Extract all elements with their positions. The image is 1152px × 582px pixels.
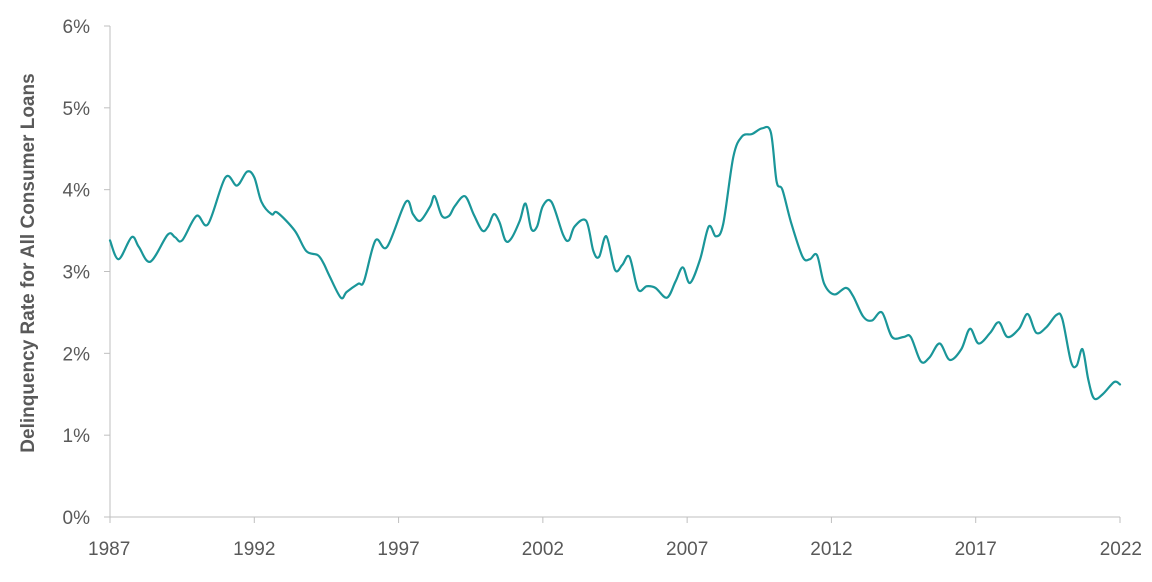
series-line — [108, 125, 1122, 401]
x-tick-labels: 1987 1992 1997 2002 2007 2012 2017 2022 — [88, 539, 1142, 560]
x-tick-label: 2007 — [666, 539, 708, 560]
x-tick-label: 2017 — [955, 539, 997, 560]
y-tick-label: 1% — [63, 426, 91, 447]
y-tick-label: 2% — [63, 344, 91, 365]
x-tick-label: 2022 — [1100, 539, 1142, 560]
y-tick-label: 0% — [63, 508, 91, 529]
x-tick-label: 2012 — [810, 539, 852, 560]
y-tick-label: 3% — [63, 263, 91, 284]
y-tick-label: 4% — [63, 181, 91, 202]
x-tick-label: 1997 — [377, 539, 419, 560]
x-tick-label: 1992 — [233, 539, 275, 560]
axes — [104, 25, 1121, 523]
y-tick-labels: 0% 1% 2% 3% 4% 5% 6% — [63, 17, 91, 529]
y-axis-title: Delinquency Rate for All Consumer Loans — [18, 73, 39, 452]
x-tick-label: 1987 — [88, 539, 130, 560]
y-tick-label: 5% — [63, 99, 91, 120]
y-tick-label: 6% — [63, 17, 91, 38]
x-tick-label: 2002 — [522, 539, 564, 560]
